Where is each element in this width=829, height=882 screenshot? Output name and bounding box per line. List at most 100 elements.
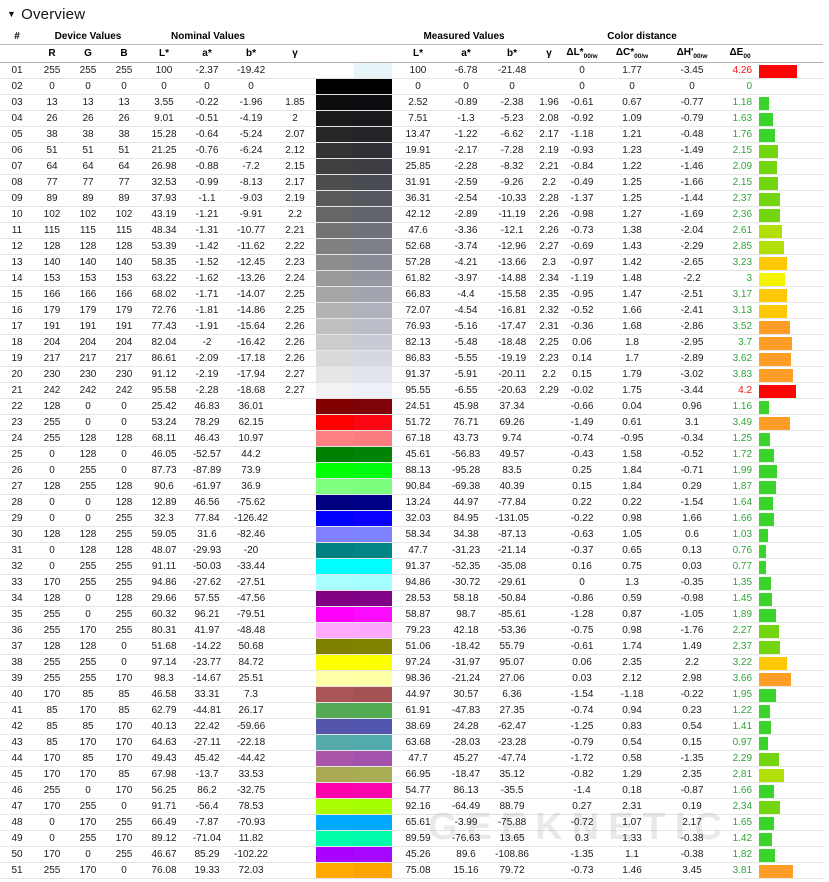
value-cell: 1.3	[602, 574, 663, 591]
value-cell: 0	[444, 78, 489, 95]
delta-e-bar-cell	[758, 318, 824, 335]
value-cell: 128	[34, 638, 70, 655]
value-cell: -1.54	[662, 494, 723, 511]
value-cell: 3.55	[142, 94, 187, 111]
value-cell: -7.2	[228, 158, 275, 175]
value-cell: 2.2	[662, 654, 723, 671]
value-cell: -0.98	[662, 590, 723, 607]
delta-e-bar	[759, 64, 797, 78]
value-cell: 15.16	[444, 862, 489, 879]
value-cell: 128	[70, 638, 106, 655]
color-swatch	[316, 366, 393, 383]
value-cell: 77.84	[186, 510, 229, 527]
value-cell: 26.98	[142, 158, 187, 175]
value-cell: 77	[106, 174, 143, 191]
row-number: 31	[0, 542, 34, 559]
value-cell: 51.72	[392, 414, 445, 431]
delta-e-bar-cell	[758, 430, 824, 447]
collapse-icon[interactable]: ▼	[7, 9, 17, 19]
value-cell	[536, 846, 563, 863]
value-cell: -0.79	[662, 110, 723, 127]
value-cell: 85	[70, 718, 106, 735]
color-swatch	[316, 718, 393, 735]
delta-e-value: 1.22	[722, 702, 759, 719]
value-cell: -6.24	[228, 142, 275, 159]
value-cell: 12.89	[142, 494, 187, 511]
value-cell: -35.5	[488, 782, 537, 799]
value-cell: -47.56	[228, 590, 275, 607]
value-cell	[274, 814, 317, 831]
delta-e-bar	[759, 400, 770, 414]
delta-e-bar-cell	[758, 78, 824, 95]
value-cell: -17.18	[228, 350, 275, 367]
delta-e-bar-cell	[758, 302, 824, 319]
value-cell: 51	[106, 142, 143, 159]
value-cell: -2.29	[662, 238, 723, 255]
value-cell: 255	[106, 606, 143, 623]
value-cell: 38.69	[392, 718, 445, 735]
value-cell: 51	[34, 142, 70, 159]
value-cell: -17.94	[228, 366, 275, 383]
value-cell: -44.42	[228, 750, 275, 767]
value-cell: 84.72	[228, 654, 275, 671]
row-number: 27	[0, 478, 34, 495]
value-cell: -0.74	[562, 702, 603, 719]
value-cell: -2.41	[662, 302, 723, 319]
color-swatch	[316, 638, 393, 655]
value-cell: -0.38	[662, 846, 723, 863]
value-cell: 2.15	[274, 158, 317, 175]
value-cell: 1.85	[274, 94, 317, 111]
delta-e-value: 3.83	[722, 366, 759, 383]
value-cell: -28.03	[444, 734, 489, 751]
value-cell: 61.82	[392, 270, 445, 287]
delta-e-value: 3.23	[722, 254, 759, 271]
value-cell: 1.84	[602, 462, 663, 479]
row-number: 38	[0, 654, 34, 671]
delta-e-bar-cell	[758, 334, 824, 351]
value-cell: -1.72	[562, 750, 603, 767]
value-cell: 0	[106, 654, 143, 671]
value-cell: -47.83	[444, 702, 489, 719]
value-cell: 85.29	[186, 846, 229, 863]
value-cell: 36.9	[228, 478, 275, 495]
value-cell: 128	[106, 590, 143, 607]
delta-e-bar-cell	[758, 718, 824, 735]
value-cell: -0.61	[562, 94, 603, 111]
value-cell: -0.48	[662, 126, 723, 143]
delta-e-bar-cell	[758, 254, 824, 271]
value-cell: -0.37	[562, 542, 603, 559]
value-cell: 2.07	[274, 126, 317, 143]
value-cell: -2.28	[186, 382, 229, 399]
value-cell: 2.35	[602, 654, 663, 671]
value-cell: 0.61	[602, 414, 663, 431]
delta-e-bar-cell	[758, 366, 824, 383]
value-cell: 170	[106, 670, 143, 687]
delta-e-bar-cell	[758, 686, 824, 703]
value-cell: 1.75	[602, 382, 663, 399]
value-cell: 2.23	[274, 254, 317, 271]
value-cell: 88.79	[488, 798, 537, 815]
delta-e-bar-cell	[758, 766, 824, 783]
value-cell: 7.51	[392, 110, 445, 127]
value-cell: 78.53	[228, 798, 275, 815]
table-row: 25 0 128 0 46.05 -52.57 44.2 45.61 -56.83 49.57 -0…	[0, 446, 824, 463]
color-swatch	[316, 398, 393, 415]
value-cell: 255	[34, 62, 70, 79]
table-row: 01 255 255 255 100 -2.37 -19.42 100 -6.78 -21.48 0…	[0, 62, 824, 79]
value-cell: -0.76	[186, 142, 229, 159]
delta-e-value: 1.41	[722, 718, 759, 735]
table-row: 19 217 217 217 86.61 -2.09 -17.18 2.26 86.83 -5.5…	[0, 350, 824, 367]
value-cell	[274, 78, 317, 95]
value-cell: 0.13	[662, 542, 723, 559]
value-cell	[536, 750, 563, 767]
table-row: 23 255 0 0 53.24 78.29 62.15 51.72 76.71 69.26 -1.…	[0, 414, 824, 431]
value-cell: 76.08	[142, 862, 187, 879]
value-cell	[274, 590, 317, 607]
value-cell: 255	[34, 430, 70, 447]
value-cell: -0.35	[662, 574, 723, 591]
value-cell: 22.42	[186, 718, 229, 735]
color-swatch	[316, 334, 393, 351]
value-cell: 2.08	[536, 110, 563, 127]
value-cell: 0.22	[562, 494, 603, 511]
value-cell: 64	[106, 158, 143, 175]
